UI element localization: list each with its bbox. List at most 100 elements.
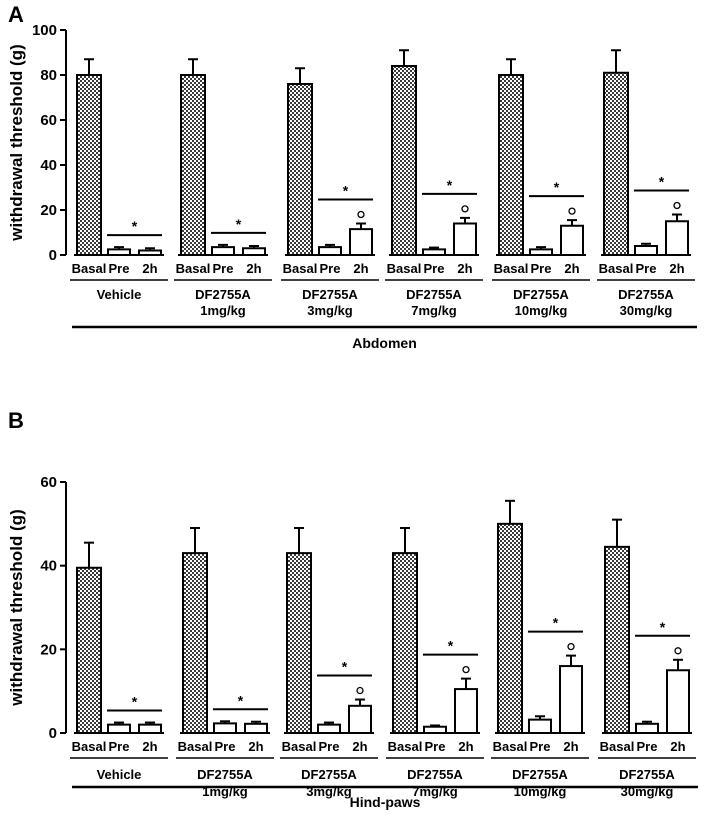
significance-star: * bbox=[448, 638, 454, 654]
significance-star: * bbox=[554, 179, 560, 195]
bar-basal bbox=[182, 552, 208, 734]
y-axis-label: withdrawal threshold (g) bbox=[7, 509, 26, 706]
diff-marker-circle bbox=[462, 665, 470, 674]
significance-star: * bbox=[132, 218, 138, 234]
bar-2h bbox=[453, 222, 477, 256]
bar-2h bbox=[454, 688, 478, 735]
category-label: 2h bbox=[457, 261, 472, 276]
category-label: 2h bbox=[352, 739, 367, 754]
bar-pre bbox=[318, 246, 342, 256]
category-label: 2h bbox=[458, 739, 473, 754]
category-label: Pre bbox=[320, 261, 341, 276]
category-label: Pre bbox=[109, 739, 130, 754]
bar-2h bbox=[559, 665, 583, 734]
category-label: Basal bbox=[178, 739, 213, 754]
y-tick-label: 40 bbox=[40, 558, 57, 575]
group-label: DF2755A bbox=[407, 767, 463, 782]
diff-marker-circle bbox=[673, 201, 681, 210]
group-dose: 7mg/kg bbox=[411, 303, 457, 318]
category-label: Pre bbox=[424, 261, 445, 276]
y-tick-label: 80 bbox=[40, 67, 57, 84]
bar-basal bbox=[604, 545, 630, 735]
y-tick-label: 20 bbox=[40, 641, 57, 658]
diff-marker-circle bbox=[568, 207, 576, 215]
group-label: DF2755A bbox=[513, 287, 569, 302]
significance-star: * bbox=[238, 692, 244, 708]
bar-2h bbox=[349, 228, 373, 256]
diff-marker-circle bbox=[357, 210, 365, 219]
bar-basal bbox=[286, 552, 312, 734]
category-label: Basal bbox=[494, 261, 529, 276]
bar-pre bbox=[211, 246, 235, 256]
bar-basal bbox=[76, 566, 102, 735]
diff-marker-circle bbox=[674, 647, 682, 655]
significance-star: * bbox=[447, 177, 453, 193]
y-tick-label: 0 bbox=[49, 247, 57, 264]
category-label: Basal bbox=[387, 261, 422, 276]
category-label: 2h bbox=[142, 739, 157, 754]
panel-letter: B bbox=[8, 408, 24, 433]
significance-star: * bbox=[132, 694, 138, 710]
significance-star: * bbox=[659, 174, 665, 190]
category-label: 2h bbox=[563, 739, 578, 754]
bar-2h bbox=[244, 722, 268, 735]
region-label: Hind-paws bbox=[350, 794, 421, 810]
bar-basal bbox=[603, 71, 629, 256]
bar-2h bbox=[665, 220, 689, 256]
category-label: Pre bbox=[215, 739, 236, 754]
y-tick-label: 100 bbox=[32, 22, 57, 39]
panel-letter: A bbox=[8, 2, 24, 27]
y-tick-label: 20 bbox=[40, 202, 57, 219]
diff-marker-circle bbox=[356, 686, 364, 695]
category-label: Pre bbox=[530, 739, 551, 754]
category-label: Basal bbox=[72, 739, 107, 754]
category-label: Basal bbox=[493, 739, 528, 754]
bar-pre bbox=[634, 245, 658, 256]
bar-2h bbox=[242, 247, 266, 256]
diff-marker-circle bbox=[461, 205, 469, 213]
category-label: Basal bbox=[176, 261, 211, 276]
category-label: 2h bbox=[669, 261, 684, 276]
bar-basal bbox=[392, 552, 418, 734]
group-dose: 3mg/kg bbox=[307, 303, 353, 318]
significance-star: * bbox=[660, 619, 666, 635]
bar-2h bbox=[138, 723, 162, 735]
group-label: DF2755A bbox=[618, 287, 674, 302]
significance-star: * bbox=[236, 216, 242, 232]
bar-2h bbox=[560, 224, 584, 256]
region-label: Abdomen bbox=[352, 335, 417, 351]
category-label: Pre bbox=[637, 739, 658, 754]
category-label: Pre bbox=[109, 261, 130, 276]
bar-pre bbox=[213, 722, 237, 735]
bar-basal bbox=[497, 522, 523, 734]
category-label: Basal bbox=[72, 261, 107, 276]
group-label: DF2755A bbox=[512, 767, 568, 782]
significance-star: * bbox=[343, 183, 349, 199]
y-tick-label: 60 bbox=[40, 474, 57, 491]
bar-pre bbox=[635, 722, 659, 735]
group-dose: 30mg/kg bbox=[620, 303, 673, 318]
category-label: Basal bbox=[282, 739, 317, 754]
bar-pre bbox=[528, 718, 552, 735]
bar-pre bbox=[317, 723, 341, 735]
category-label: Pre bbox=[636, 261, 657, 276]
category-label: 2h bbox=[670, 739, 685, 754]
bar-basal bbox=[76, 74, 102, 256]
group-label: Vehicle bbox=[97, 767, 142, 782]
bar-basal bbox=[180, 74, 206, 256]
group-label: DF2755A bbox=[302, 287, 358, 302]
group-dose: 10mg/kg bbox=[515, 303, 568, 318]
y-tick-label: 60 bbox=[40, 112, 57, 129]
category-label: Pre bbox=[319, 739, 340, 754]
category-label: 2h bbox=[353, 261, 368, 276]
bar-basal bbox=[287, 83, 313, 256]
y-tick-label: 0 bbox=[49, 725, 57, 742]
significance-star: * bbox=[342, 659, 348, 675]
y-axis-label: withdrawal threshold (g) bbox=[7, 44, 26, 241]
bar-2h bbox=[348, 704, 372, 735]
category-label: 2h bbox=[142, 261, 157, 276]
category-label: Pre bbox=[213, 261, 234, 276]
bar-basal bbox=[391, 65, 417, 256]
group-label: DF2755A bbox=[301, 767, 357, 782]
